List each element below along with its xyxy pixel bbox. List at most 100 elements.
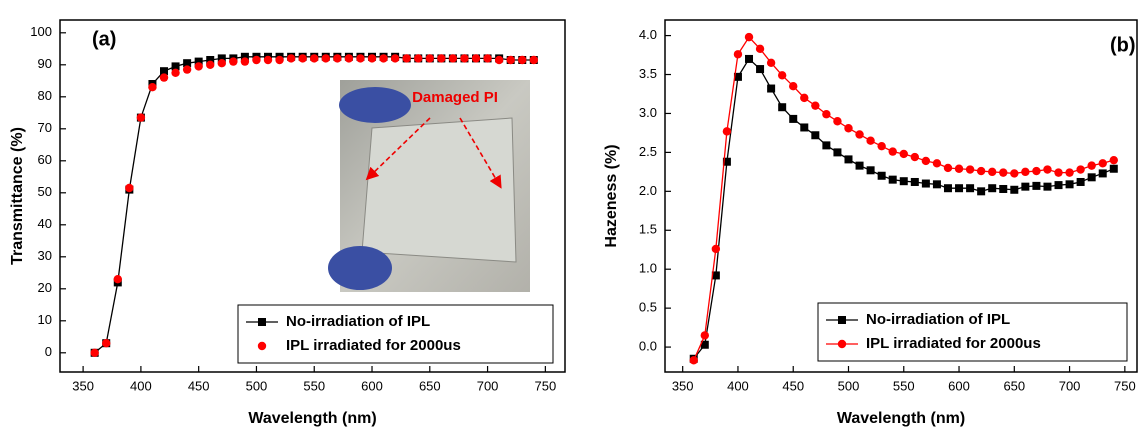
data-point — [700, 331, 709, 340]
x-tick-label: 500 — [246, 378, 268, 393]
data-point — [1065, 180, 1074, 189]
y-tick-label: 3.5 — [639, 66, 657, 81]
legend-marker — [258, 318, 266, 326]
data-point — [899, 177, 908, 186]
data-point — [402, 54, 411, 63]
legend-label: No-irradiation of IPL — [866, 311, 1010, 328]
data-point — [988, 184, 997, 193]
data-point — [976, 166, 986, 176]
data-point — [344, 54, 354, 63]
x-tick-label: 350 — [72, 378, 94, 393]
y-tick-label: 2.0 — [639, 183, 657, 198]
data-point — [733, 50, 743, 59]
data-point — [899, 149, 908, 159]
data-point — [437, 54, 446, 63]
data-point — [855, 161, 864, 170]
data-point — [932, 180, 941, 189]
data-point — [1087, 173, 1096, 182]
y-tick-label: 70 — [38, 120, 52, 135]
data-point — [136, 113, 146, 122]
data-point — [518, 55, 527, 65]
data-point — [822, 141, 831, 150]
y-tick-label: 30 — [38, 248, 52, 263]
data-point — [310, 54, 319, 63]
data-point — [811, 131, 820, 140]
y-tick-label: 20 — [38, 280, 52, 295]
data-point — [888, 147, 897, 156]
data-point — [171, 62, 180, 71]
data-point — [1021, 182, 1030, 191]
data-point — [194, 57, 203, 66]
data-point — [866, 166, 875, 175]
data-point — [777, 71, 787, 80]
data-point — [965, 165, 975, 174]
data-point — [888, 175, 897, 184]
data-point — [471, 54, 481, 63]
data-point — [877, 171, 886, 180]
data-point — [217, 59, 226, 68]
legend-marker — [837, 339, 847, 349]
data-point — [811, 101, 820, 110]
data-point — [778, 103, 787, 112]
data-point — [711, 271, 720, 280]
y-tick-label: 1.5 — [639, 222, 657, 237]
data-point — [1076, 177, 1085, 186]
data-point — [921, 179, 930, 188]
panel: 350 400 450 500 550 600 650 700 750 0 10 20 30 40 50 60… — [9, 19, 566, 427]
plot-frame — [59, 19, 566, 373]
data-point — [800, 93, 809, 103]
x-tick-label: 500 — [838, 378, 860, 393]
data-point — [206, 56, 215, 64]
data-point — [766, 58, 776, 68]
x-tick-label: 550 — [303, 378, 325, 393]
data-point — [390, 54, 400, 63]
legend-label: IPL irradiated for 2000us — [866, 335, 1041, 352]
y-tick-label: 60 — [38, 152, 52, 167]
data-point — [910, 177, 919, 186]
data-point — [182, 65, 192, 74]
data-point — [877, 141, 886, 151]
data-point — [745, 54, 754, 63]
data-point — [113, 275, 122, 284]
data-point — [999, 184, 1008, 193]
x-tick-label: 550 — [893, 378, 915, 393]
data-point — [800, 123, 809, 132]
data-point — [910, 152, 920, 162]
data-point — [932, 159, 942, 168]
data-point — [844, 124, 853, 133]
data-point — [160, 67, 169, 76]
panel-label: (b) — [1110, 34, 1136, 56]
data-point — [977, 187, 986, 196]
data-point — [194, 62, 203, 71]
data-point — [240, 57, 250, 66]
data-point — [722, 157, 731, 166]
data-point — [744, 32, 754, 42]
data-point — [767, 84, 776, 93]
data-point — [943, 184, 952, 193]
data-point — [529, 55, 538, 65]
data-point — [102, 339, 111, 348]
data-point — [356, 54, 365, 63]
x-tick-label: 750 — [535, 378, 557, 393]
data-point — [494, 55, 504, 65]
panel-label: (a) — [92, 28, 116, 50]
x-tick-label: 400 — [130, 378, 152, 393]
data-point — [844, 155, 853, 164]
data-point — [833, 117, 842, 126]
data-point — [855, 130, 864, 139]
data-point — [1054, 168, 1063, 177]
x-axis-label: Wavelength (nm) — [248, 410, 376, 427]
y-axis-label: Hazeness (%) — [603, 144, 620, 247]
data-point — [700, 340, 709, 349]
data-point — [689, 356, 698, 365]
legend-label: IPL irradiated for 2000us — [286, 337, 461, 354]
data-point — [159, 73, 169, 82]
plot-frame — [664, 19, 1138, 373]
annotation: Damaged PI — [412, 89, 498, 106]
data-point — [240, 52, 249, 61]
data-point — [379, 54, 388, 63]
legend — [237, 304, 554, 364]
data-point — [275, 55, 284, 65]
legend-marker — [257, 341, 267, 351]
